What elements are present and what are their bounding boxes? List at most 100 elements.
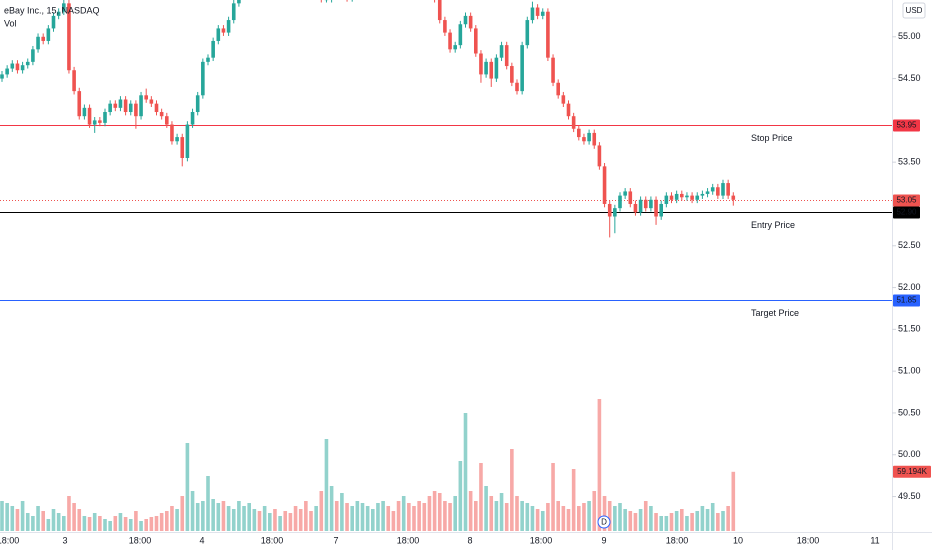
candle-body [705, 191, 710, 194]
volume-bar [561, 506, 566, 531]
candle-body [659, 203, 663, 217]
candle-body [494, 57, 499, 79]
candle-body [638, 199, 643, 213]
volume-bar [546, 503, 550, 531]
volume-bar [82, 516, 87, 531]
volume-bar [489, 496, 494, 531]
volume-bar [443, 501, 447, 531]
volume-bar [36, 506, 40, 531]
volume-bar [432, 491, 437, 531]
volume-bar [504, 503, 509, 531]
x-tick-label: 7 [333, 535, 338, 545]
candle-body [72, 70, 76, 92]
candle-body [721, 183, 725, 196]
candle-body [623, 191, 627, 196]
volume-bar [458, 461, 463, 531]
candle-body [25, 61, 30, 66]
volume-bar [510, 449, 514, 531]
level-name: Stop Price [751, 133, 793, 143]
volume-bar [674, 511, 679, 531]
volume-bar [216, 503, 221, 531]
candle-body [123, 99, 128, 113]
volume-bar [618, 503, 622, 531]
candle-body [628, 191, 633, 204]
volume-bar [87, 517, 92, 531]
volume-bar [448, 503, 452, 531]
candle-body [15, 63, 20, 71]
level-tag-label: 52.90 [896, 208, 917, 217]
volume-bar [46, 519, 51, 531]
volume-tag-label: 59.194K [897, 467, 927, 476]
volume-bar [386, 506, 391, 531]
candle-body [716, 187, 720, 196]
volume-bar [278, 516, 282, 531]
candle-body [618, 195, 622, 209]
candle-body [118, 99, 123, 108]
volume-bar [128, 519, 133, 531]
candle-body [587, 132, 591, 142]
level-tag-label: 51.85 [896, 296, 917, 305]
volume-bar [0, 501, 4, 531]
volume-bar [329, 486, 334, 531]
candle-body [87, 107, 92, 125]
volume-bar [123, 517, 128, 531]
candle-body [510, 66, 514, 83]
volume-bar [654, 513, 658, 531]
volume-bar [262, 506, 267, 531]
candle-body [664, 195, 669, 204]
candle-body [231, 3, 236, 21]
y-tick-label: 55.00 [898, 31, 921, 41]
candle-body [674, 193, 679, 200]
volume-bar [170, 506, 174, 531]
candle-body [571, 116, 576, 129]
x-tick-label: 8 [467, 535, 472, 545]
candle-body [443, 20, 447, 33]
volume-tag [893, 465, 931, 478]
candle-body [453, 45, 457, 50]
volume-bar [494, 501, 499, 531]
volume-bar [283, 511, 288, 531]
volume-bar [721, 511, 725, 531]
dividend-marker[interactable] [597, 515, 611, 529]
volume-bar [139, 521, 143, 531]
candle-body [437, 0, 442, 21]
volume-bar [602, 496, 607, 531]
volume-bar [371, 509, 375, 531]
volume-bar [118, 513, 123, 531]
volume-bar [113, 516, 118, 531]
volume-bar [324, 439, 329, 531]
y-tick-label: 51.50 [898, 324, 921, 334]
candle-body [530, 7, 535, 21]
candle-body [582, 137, 586, 142]
x-tick-label: 18:00 [530, 535, 553, 545]
volume-bar [525, 503, 530, 531]
volume-bar [479, 463, 483, 531]
candle-body [221, 28, 226, 33]
candle-body [20, 65, 25, 71]
volume-bar [582, 503, 586, 531]
x-tick-label: 10 [733, 535, 743, 545]
candle-body [175, 137, 179, 142]
volume-bar [309, 511, 313, 531]
volume-bar [298, 509, 303, 531]
volume-bar [304, 501, 308, 531]
currency-box[interactable] [902, 2, 926, 19]
candle-body [613, 208, 617, 217]
volume-bar [77, 509, 82, 531]
volume-bar [690, 513, 694, 531]
candle-body [10, 63, 15, 69]
candle-body [484, 61, 488, 75]
x-tick-label: 18:00 [261, 535, 284, 545]
volume-bar [407, 503, 411, 531]
candle-body [237, 0, 241, 4]
volume-bar [571, 469, 576, 531]
candle-body [468, 15, 473, 29]
candle-body [577, 128, 581, 138]
candle-body [515, 82, 519, 92]
volume-bar [98, 516, 102, 531]
candle-body [195, 95, 200, 113]
volume-bar [288, 513, 293, 531]
volume-bar [31, 516, 35, 531]
volume-bar [401, 496, 406, 531]
volume-bar [664, 516, 669, 531]
